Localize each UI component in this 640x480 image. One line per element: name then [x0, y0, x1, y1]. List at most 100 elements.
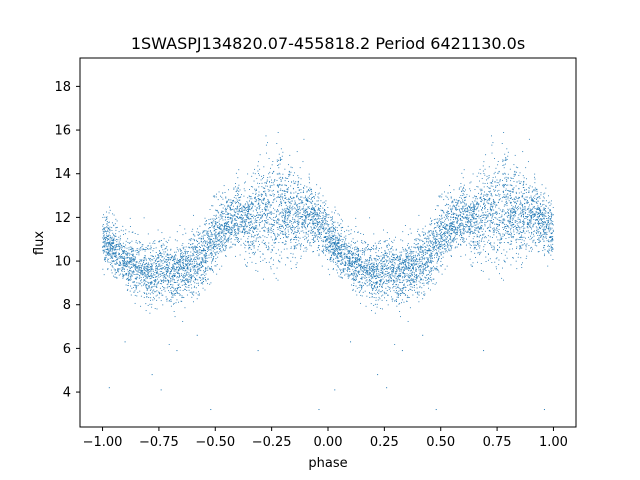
scatter-point	[261, 175, 263, 177]
scatter-point	[314, 225, 316, 226]
scatter-point	[292, 198, 294, 200]
scatter-point	[172, 268, 174, 270]
scatter-point	[134, 268, 136, 270]
scatter-point	[288, 202, 290, 204]
scatter-point	[263, 243, 265, 244]
scatter-point	[404, 276, 406, 278]
scatter-point	[190, 264, 192, 266]
scatter-point	[511, 236, 513, 238]
scatter-point	[134, 256, 136, 258]
scatter-point	[498, 171, 500, 173]
scatter-point	[289, 173, 291, 175]
scatter-point	[376, 274, 378, 276]
scatter-point	[412, 267, 414, 269]
scatter-point	[223, 238, 225, 240]
scatter-point	[157, 254, 159, 256]
scatter-point	[441, 217, 443, 219]
scatter-point	[479, 254, 481, 256]
scatter-point	[418, 294, 420, 296]
scatter-point	[177, 266, 178, 268]
scatter-point	[545, 200, 547, 202]
scatter-point	[546, 218, 547, 219]
scatter-point	[415, 269, 417, 271]
scatter-point	[332, 238, 334, 240]
scatter-point	[545, 208, 546, 209]
scatter-point	[398, 267, 399, 268]
scatter-point	[496, 218, 498, 220]
scatter-point	[484, 183, 486, 184]
scatter-point	[344, 246, 346, 248]
scatter-point	[281, 232, 283, 234]
scatter-point	[254, 188, 256, 190]
scatter-point	[141, 281, 143, 283]
scatter-point	[290, 226, 292, 228]
scatter-point	[538, 237, 540, 239]
scatter-point	[424, 249, 426, 251]
scatter-point	[151, 268, 153, 270]
scatter-point	[453, 213, 455, 215]
scatter-point	[512, 191, 514, 193]
scatter-point	[335, 237, 337, 239]
scatter-point	[166, 298, 168, 300]
scatter-point	[177, 261, 179, 263]
scatter-point	[476, 234, 478, 236]
scatter-point	[270, 217, 271, 219]
scatter-point	[186, 279, 188, 281]
scatter-point	[417, 265, 419, 267]
scatter-point	[544, 228, 546, 230]
scatter-point	[234, 228, 236, 230]
scatter-point	[470, 224, 472, 226]
scatter-point	[336, 260, 338, 262]
scatter-point	[170, 281, 171, 283]
scatter-point	[503, 259, 505, 261]
scatter-point	[421, 239, 423, 241]
scatter-point	[119, 247, 121, 249]
scatter-point	[242, 219, 244, 221]
scatter-point	[523, 224, 525, 226]
scatter-point	[491, 216, 493, 218]
scatter-point	[162, 262, 164, 264]
scatter-point	[111, 236, 113, 238]
scatter-point	[492, 207, 494, 209]
scatter-point	[484, 204, 486, 206]
scatter-point	[180, 265, 182, 267]
scatter-point	[486, 186, 488, 188]
scatter-point	[225, 249, 226, 251]
scatter-point	[369, 266, 370, 268]
scatter-point	[402, 288, 404, 289]
scatter-point	[366, 271, 368, 273]
scatter-point	[233, 229, 235, 231]
scatter-point	[237, 226, 239, 228]
scatter-point	[165, 271, 167, 273]
scatter-point	[469, 212, 470, 214]
scatter-point	[462, 239, 464, 241]
scatter-point	[286, 191, 288, 193]
scatter-point	[353, 276, 355, 278]
scatter-point	[399, 268, 401, 270]
scatter-point	[202, 277, 204, 279]
scatter-point	[338, 247, 340, 249]
scatter-point	[400, 282, 402, 283]
scatter-point	[543, 227, 545, 229]
scatter-point	[394, 273, 396, 275]
scatter-point	[411, 278, 413, 280]
scatter-point	[348, 265, 350, 267]
scatter-point	[385, 259, 387, 261]
scatter-point	[170, 273, 172, 275]
scatter-point	[440, 243, 441, 245]
scatter-point	[429, 254, 431, 256]
scatter-point	[109, 239, 111, 241]
scatter-point	[407, 244, 408, 246]
scatter-point	[213, 234, 215, 236]
scatter-point	[442, 244, 444, 246]
scatter-point	[325, 223, 327, 225]
scatter-point	[409, 284, 411, 286]
scatter-point	[229, 232, 231, 234]
scatter-point	[445, 237, 447, 239]
scatter-point	[112, 232, 114, 234]
scatter-point	[283, 208, 285, 210]
scatter-point	[467, 218, 469, 220]
scatter-point	[212, 224, 214, 226]
scatter-point	[370, 303, 372, 305]
scatter-point	[348, 266, 349, 268]
